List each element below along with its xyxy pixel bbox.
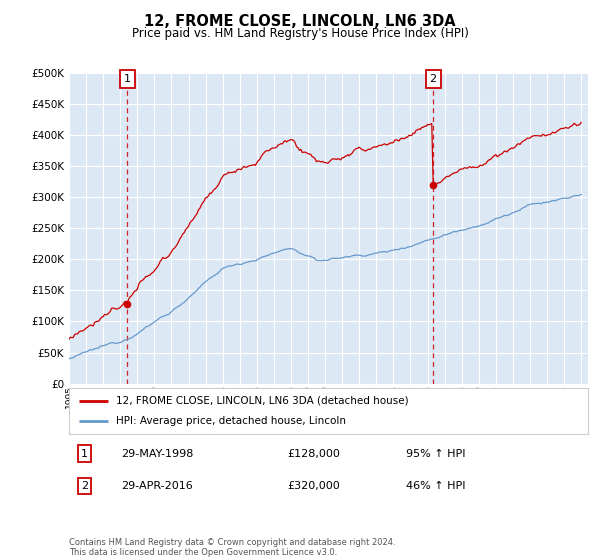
Text: 1: 1 (124, 74, 131, 84)
Text: 1: 1 (81, 449, 88, 459)
Text: Contains HM Land Registry data © Crown copyright and database right 2024.
This d: Contains HM Land Registry data © Crown c… (69, 538, 395, 557)
Text: £128,000: £128,000 (287, 449, 340, 459)
Text: 46% ↑ HPI: 46% ↑ HPI (406, 481, 466, 491)
Text: 12, FROME CLOSE, LINCOLN, LN6 3DA (detached house): 12, FROME CLOSE, LINCOLN, LN6 3DA (detac… (116, 396, 409, 406)
Text: £320,000: £320,000 (287, 481, 340, 491)
Text: 95% ↑ HPI: 95% ↑ HPI (406, 449, 466, 459)
Text: HPI: Average price, detached house, Lincoln: HPI: Average price, detached house, Linc… (116, 416, 346, 426)
Text: 2: 2 (430, 74, 437, 84)
Text: Price paid vs. HM Land Registry's House Price Index (HPI): Price paid vs. HM Land Registry's House … (131, 27, 469, 40)
Text: 2: 2 (81, 481, 88, 491)
Text: 29-APR-2016: 29-APR-2016 (121, 481, 193, 491)
Text: 12, FROME CLOSE, LINCOLN, LN6 3DA: 12, FROME CLOSE, LINCOLN, LN6 3DA (144, 14, 456, 29)
Text: 29-MAY-1998: 29-MAY-1998 (121, 449, 193, 459)
